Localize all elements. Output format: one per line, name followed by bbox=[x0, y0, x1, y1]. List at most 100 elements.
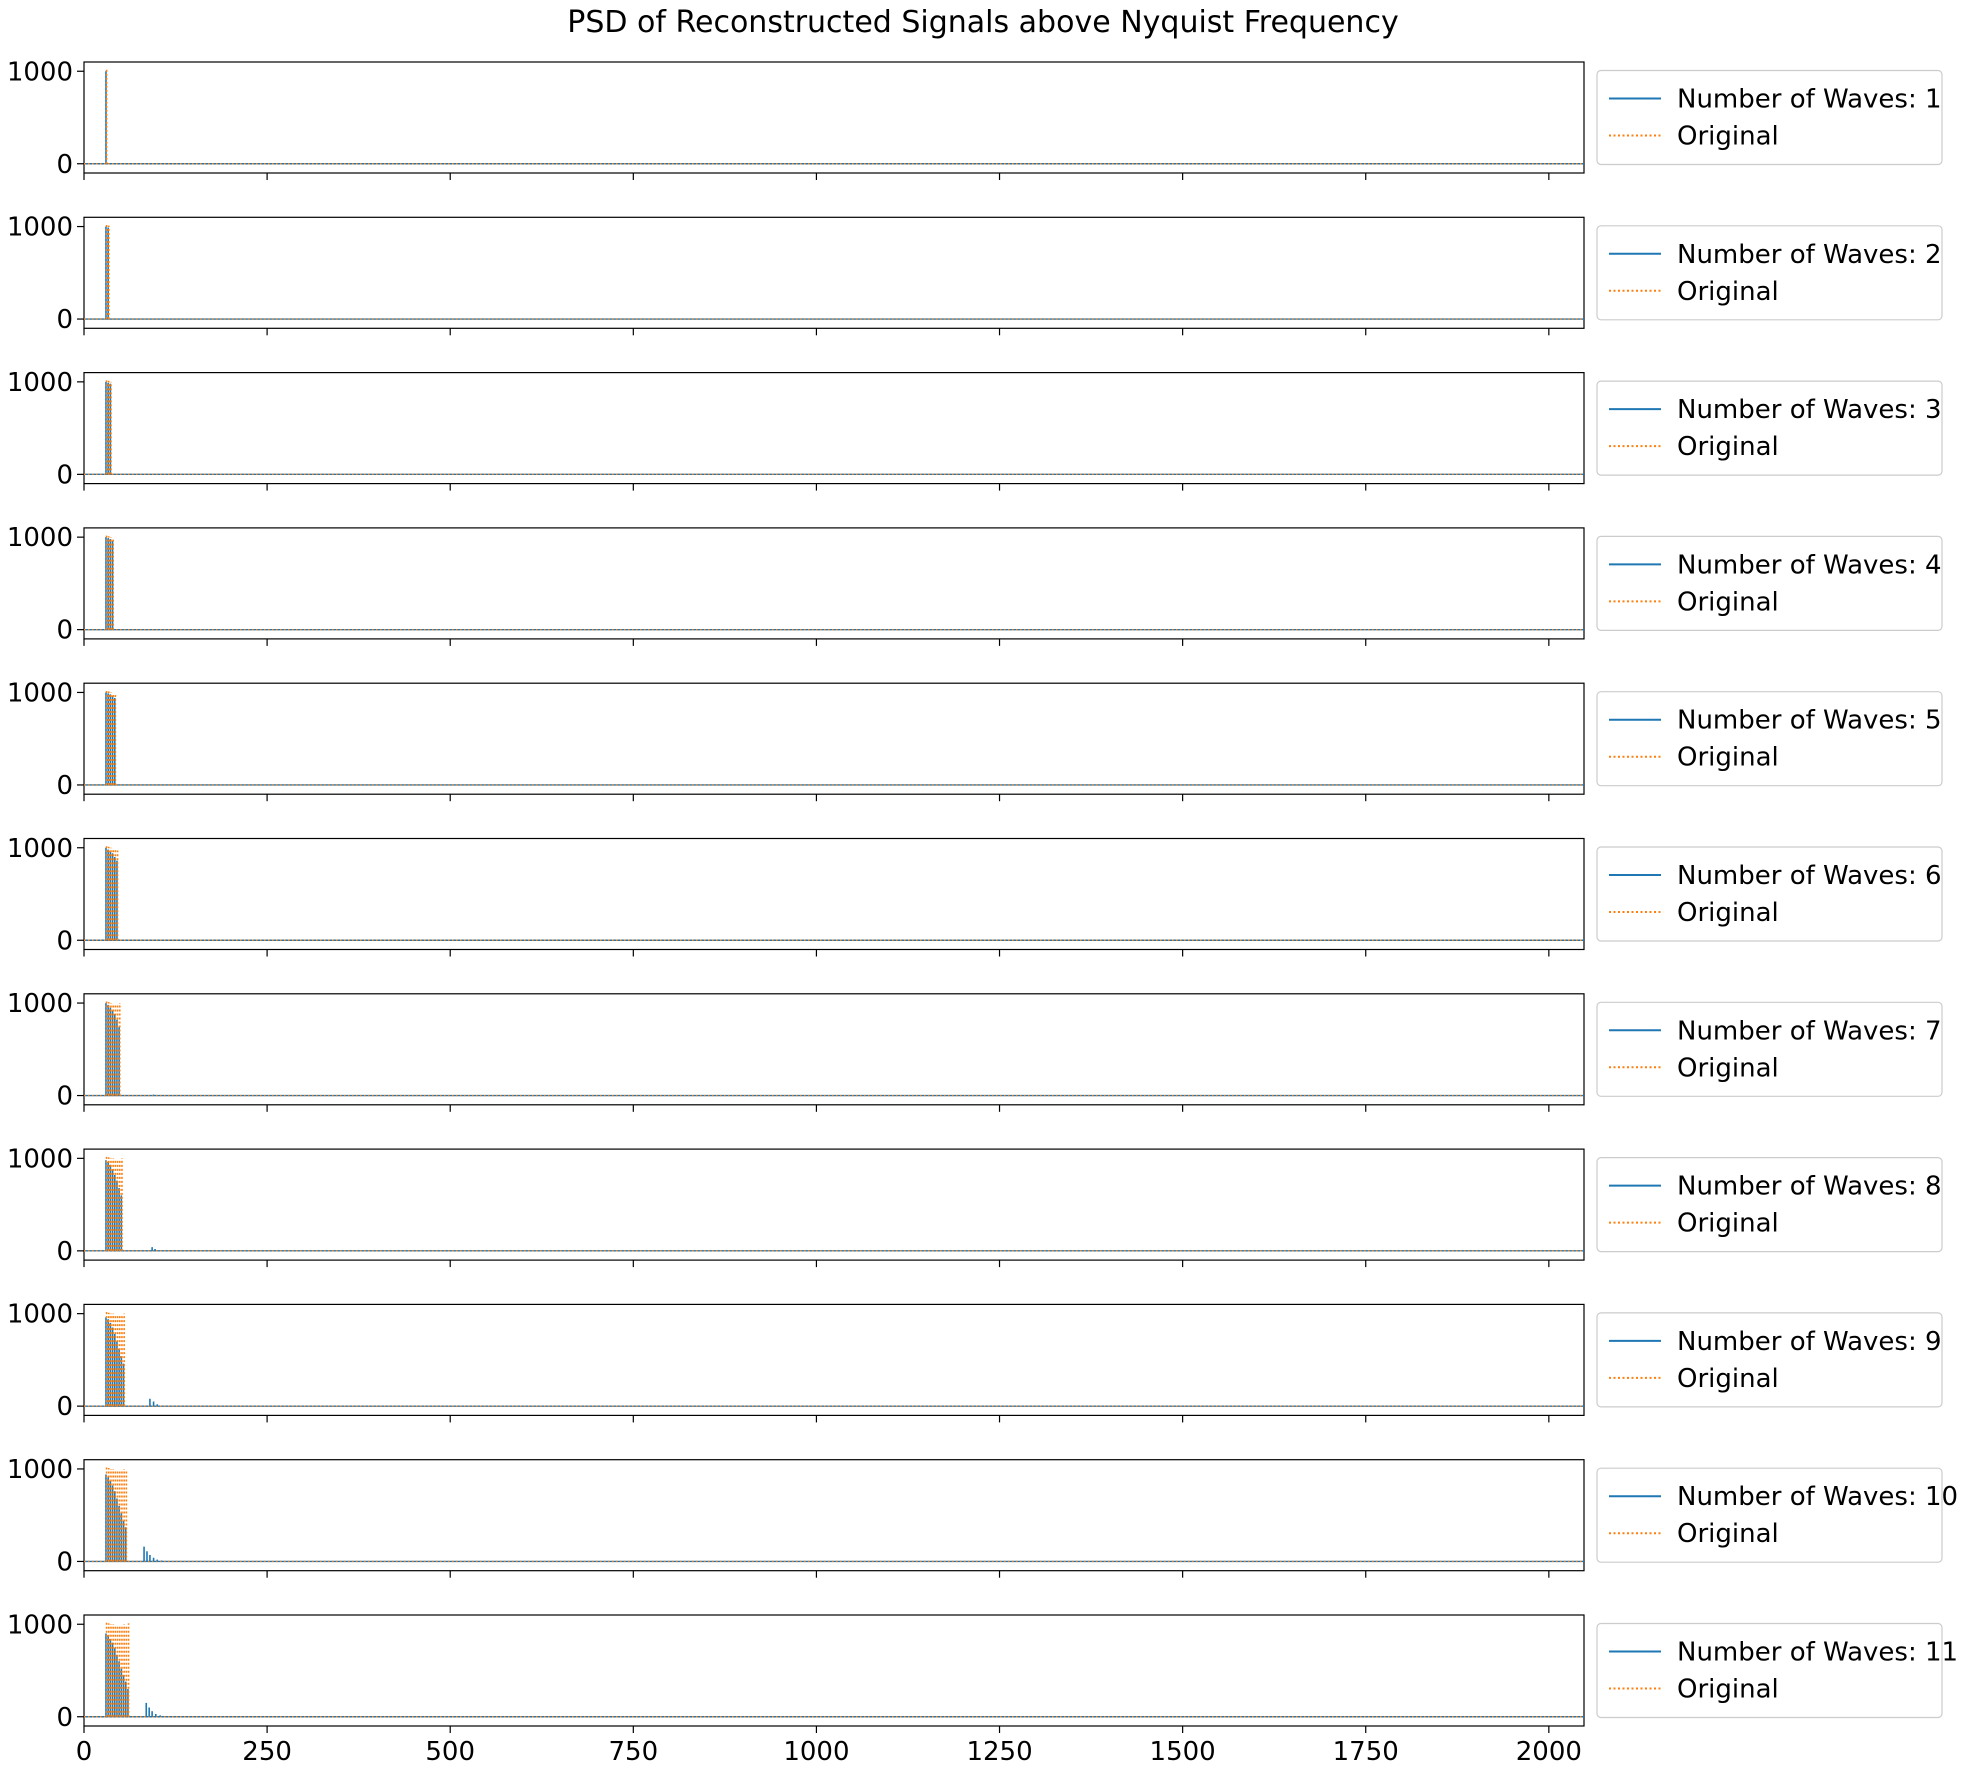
subplot-10: 0 1000 Number of Waves: 10 Original bbox=[7, 1455, 1958, 1578]
legend-box bbox=[1596, 1622, 1943, 1719]
subplot-4: 0 1000 Number of Waves: 4 Original bbox=[7, 523, 1943, 646]
y-tick-label: 1000 bbox=[7, 834, 73, 864]
y-tick-label: 0 bbox=[56, 616, 73, 646]
subplot-11: 0 1000 0 250 500 750 1000 1250 1500 1750 2000 Numbe… bbox=[7, 1610, 1958, 1767]
y-tick-label: 1000 bbox=[7, 1300, 73, 1330]
y-tick-label: 0 bbox=[56, 460, 73, 490]
y-tick-label: 1000 bbox=[7, 57, 73, 87]
y-tick-label: 0 bbox=[56, 1703, 73, 1733]
legend-label-original: Original bbox=[1677, 743, 1779, 773]
legend: Number of Waves: 11 Original bbox=[1596, 1622, 1958, 1719]
legend-box bbox=[1596, 380, 1943, 476]
y-tick-label: 0 bbox=[56, 1547, 73, 1577]
y-tick-label: 1000 bbox=[7, 213, 73, 243]
subplot-2: 0 1000 Number of Waves: 2 Original bbox=[7, 213, 1943, 336]
y-tick-label: 0 bbox=[56, 1392, 73, 1422]
y-tick-label: 1000 bbox=[7, 1610, 73, 1640]
legend-box bbox=[1596, 1001, 1943, 1097]
x-tick-label: 0 bbox=[76, 1737, 93, 1767]
legend-label-original: Original bbox=[1677, 898, 1779, 928]
y-tick-label: 1000 bbox=[7, 368, 73, 398]
legend-label-original: Original bbox=[1677, 277, 1779, 307]
legend-label-reconstructed: Number of Waves: 1 bbox=[1677, 85, 1942, 115]
axes-frame bbox=[83, 527, 1585, 640]
chart-title: PSD of Reconstructed Signals above Nyqui… bbox=[567, 5, 1398, 40]
legend-label-original: Original bbox=[1677, 1364, 1779, 1394]
legend-label-reconstructed: Number of Waves: 2 bbox=[1677, 240, 1942, 270]
legend-box bbox=[1596, 69, 1943, 166]
y-tick-label: 0 bbox=[56, 926, 73, 956]
x-tick-label: 1250 bbox=[966, 1737, 1032, 1767]
legend-label-reconstructed: Number of Waves: 11 bbox=[1677, 1638, 1958, 1668]
subplot-1: 0 1000 Number of Waves: 1 Original bbox=[7, 57, 1943, 180]
axes-frame bbox=[83, 1614, 1585, 1727]
legend-label-original: Original bbox=[1677, 1053, 1779, 1083]
legend-label-reconstructed: Number of Waves: 10 bbox=[1677, 1482, 1958, 1512]
legend-box bbox=[1596, 225, 1943, 321]
legend-label-original: Original bbox=[1677, 587, 1779, 617]
subplot-3: 0 1000 Number of Waves: 3 Original bbox=[7, 368, 1943, 491]
legend-label-reconstructed: Number of Waves: 3 bbox=[1677, 395, 1942, 425]
y-tick-label: 1000 bbox=[7, 523, 73, 553]
legend-label-original: Original bbox=[1677, 1675, 1779, 1705]
legend: Number of Waves: 1 Original bbox=[1596, 69, 1943, 166]
y-tick-label: 0 bbox=[56, 771, 73, 801]
legend-box bbox=[1596, 846, 1943, 942]
axes-frame bbox=[83, 993, 1585, 1106]
x-tick-label: 2000 bbox=[1516, 1737, 1582, 1767]
axes-frame bbox=[83, 1459, 1585, 1572]
y-tick-label: 0 bbox=[56, 305, 73, 335]
axes-frame bbox=[83, 1303, 1585, 1417]
legend: Number of Waves: 10 Original bbox=[1596, 1467, 1958, 1563]
legend: Number of Waves: 4 Original bbox=[1596, 535, 1943, 632]
axes-frame bbox=[83, 216, 1585, 329]
legend-label-original: Original bbox=[1677, 432, 1779, 462]
subplot-6: 0 1000 Number of Waves: 6 Original bbox=[7, 834, 1943, 957]
legend: Number of Waves: 7 Original bbox=[1596, 1001, 1943, 1097]
legend-box bbox=[1596, 1156, 1943, 1253]
axes-frame bbox=[83, 372, 1585, 485]
x-tick-label: 500 bbox=[425, 1737, 475, 1767]
legend-box bbox=[1596, 1467, 1943, 1563]
subplot-5: 0 1000 Number of Waves: 5 Original bbox=[7, 678, 1943, 802]
x-tick-label: 750 bbox=[608, 1737, 658, 1767]
legend-label-reconstructed: Number of Waves: 7 bbox=[1677, 1016, 1942, 1046]
legend-label-reconstructed: Number of Waves: 9 bbox=[1677, 1327, 1942, 1357]
legend: Number of Waves: 8 Original bbox=[1596, 1156, 1943, 1253]
axes-frame bbox=[83, 837, 1585, 951]
subplot-stack: 0 1000 Number of Waves: 1 Original 0 1000 Numb… bbox=[7, 57, 1958, 1767]
x-tick-label: 1000 bbox=[783, 1737, 849, 1767]
legend: Number of Waves: 2 Original bbox=[1596, 225, 1943, 321]
legend-box bbox=[1596, 535, 1943, 632]
legend-label-original: Original bbox=[1677, 1519, 1779, 1549]
legend-box bbox=[1596, 1312, 1943, 1408]
y-tick-label: 1000 bbox=[7, 1455, 73, 1485]
x-tick-label: 1500 bbox=[1150, 1737, 1216, 1767]
axes-frame bbox=[83, 61, 1585, 174]
y-tick-label: 1000 bbox=[7, 1144, 73, 1174]
legend: Number of Waves: 5 Original bbox=[1596, 691, 1943, 787]
legend-label-reconstructed: Number of Waves: 6 bbox=[1677, 861, 1942, 891]
legend: Number of Waves: 3 Original bbox=[1596, 380, 1943, 476]
x-tick-label: 1750 bbox=[1333, 1737, 1399, 1767]
legend-box bbox=[1596, 691, 1943, 787]
legend: Number of Waves: 6 Original bbox=[1596, 846, 1943, 942]
legend: Number of Waves: 9 Original bbox=[1596, 1312, 1943, 1408]
subplot-9: 0 1000 Number of Waves: 9 Original bbox=[7, 1300, 1943, 1423]
y-tick-label: 0 bbox=[56, 1082, 73, 1112]
legend-label-reconstructed: Number of Waves: 5 bbox=[1677, 706, 1942, 736]
legend-label-original: Original bbox=[1677, 122, 1779, 152]
y-tick-label: 0 bbox=[56, 150, 73, 180]
subplot-8: 0 1000 Number of Waves: 8 Original bbox=[7, 1144, 1943, 1268]
axes-frame bbox=[83, 682, 1585, 795]
subplot-7: 0 1000 Number of Waves: 7 Original bbox=[7, 989, 1943, 1112]
y-tick-label: 0 bbox=[56, 1237, 73, 1267]
x-tick-label: 250 bbox=[242, 1737, 292, 1767]
legend-label-reconstructed: Number of Waves: 8 bbox=[1677, 1172, 1942, 1202]
axes-frame bbox=[83, 1148, 1585, 1261]
y-tick-label: 1000 bbox=[7, 678, 73, 708]
legend-label-original: Original bbox=[1677, 1209, 1779, 1239]
legend-label-reconstructed: Number of Waves: 4 bbox=[1677, 550, 1942, 580]
y-tick-label: 1000 bbox=[7, 989, 73, 1019]
